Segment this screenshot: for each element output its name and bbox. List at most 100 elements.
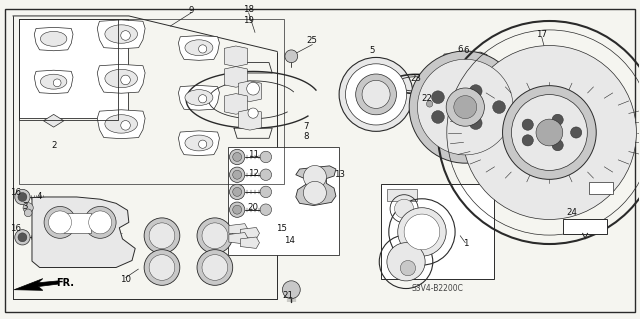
- Circle shape: [469, 85, 482, 98]
- Text: 20: 20: [248, 203, 259, 212]
- Polygon shape: [229, 233, 248, 244]
- Circle shape: [404, 214, 440, 250]
- Circle shape: [417, 59, 513, 155]
- Circle shape: [44, 206, 76, 238]
- Circle shape: [356, 74, 396, 115]
- Polygon shape: [239, 81, 261, 101]
- Text: FR.: FR.: [56, 278, 74, 288]
- Circle shape: [230, 184, 245, 200]
- Bar: [19, 19, 127, 118]
- Bar: [19, 19, 118, 120]
- Circle shape: [446, 88, 484, 126]
- Polygon shape: [97, 20, 145, 49]
- Circle shape: [121, 31, 131, 40]
- Bar: [589, 182, 613, 195]
- Circle shape: [198, 45, 207, 53]
- Circle shape: [230, 167, 245, 182]
- Circle shape: [121, 121, 131, 130]
- Circle shape: [233, 188, 242, 197]
- Bar: [228, 147, 339, 255]
- Text: 6: 6: [458, 45, 463, 55]
- Circle shape: [536, 119, 563, 146]
- Circle shape: [260, 151, 271, 163]
- Text: 16: 16: [10, 188, 21, 197]
- Text: 8: 8: [303, 132, 308, 141]
- Circle shape: [260, 204, 271, 215]
- Text: 4: 4: [37, 191, 42, 201]
- Circle shape: [502, 86, 596, 179]
- Circle shape: [493, 101, 506, 114]
- Circle shape: [552, 140, 563, 151]
- Circle shape: [303, 182, 326, 204]
- Circle shape: [431, 111, 444, 123]
- Circle shape: [202, 223, 228, 249]
- Circle shape: [260, 186, 271, 198]
- Text: 11: 11: [248, 150, 259, 159]
- Ellipse shape: [40, 74, 67, 89]
- Circle shape: [230, 202, 245, 217]
- Polygon shape: [97, 64, 145, 93]
- Circle shape: [230, 149, 245, 165]
- Circle shape: [202, 255, 228, 280]
- Bar: [563, 219, 607, 234]
- Circle shape: [522, 119, 533, 130]
- Polygon shape: [241, 227, 259, 239]
- Text: 5: 5: [369, 46, 375, 56]
- Circle shape: [303, 166, 326, 189]
- Text: 10: 10: [120, 275, 131, 284]
- Bar: [387, 189, 417, 201]
- Text: 25: 25: [307, 36, 318, 45]
- Ellipse shape: [40, 31, 67, 46]
- Text: 14: 14: [284, 236, 295, 245]
- Text: 9: 9: [189, 6, 194, 15]
- Text: 3: 3: [23, 202, 28, 211]
- Circle shape: [463, 46, 636, 219]
- Circle shape: [423, 98, 436, 110]
- Text: 16: 16: [10, 224, 21, 233]
- Polygon shape: [440, 52, 487, 100]
- Text: 22: 22: [422, 94, 433, 103]
- Circle shape: [53, 79, 61, 87]
- Text: 12: 12: [248, 169, 259, 178]
- Polygon shape: [35, 70, 73, 93]
- Text: 6: 6: [464, 46, 469, 56]
- Ellipse shape: [105, 115, 138, 133]
- Circle shape: [431, 91, 444, 104]
- Circle shape: [233, 170, 242, 179]
- Circle shape: [198, 95, 207, 103]
- Polygon shape: [296, 166, 336, 205]
- Circle shape: [282, 281, 300, 299]
- Circle shape: [387, 243, 425, 281]
- Circle shape: [149, 255, 175, 280]
- Circle shape: [233, 205, 242, 214]
- Polygon shape: [97, 110, 145, 139]
- Ellipse shape: [185, 90, 213, 106]
- Polygon shape: [179, 131, 220, 156]
- Circle shape: [197, 250, 233, 285]
- Circle shape: [15, 230, 30, 245]
- Polygon shape: [44, 115, 64, 127]
- Polygon shape: [14, 278, 59, 290]
- Circle shape: [454, 96, 477, 119]
- Bar: [13, 16, 277, 299]
- Circle shape: [552, 114, 563, 125]
- Polygon shape: [179, 85, 220, 110]
- Polygon shape: [32, 197, 135, 268]
- Circle shape: [397, 208, 446, 256]
- Text: 15: 15: [276, 224, 287, 233]
- Circle shape: [23, 203, 33, 213]
- Circle shape: [400, 261, 415, 276]
- Text: 17: 17: [536, 30, 547, 39]
- Polygon shape: [229, 224, 248, 235]
- Circle shape: [24, 209, 32, 217]
- Bar: [381, 184, 494, 279]
- Text: 24: 24: [566, 208, 577, 217]
- Polygon shape: [179, 35, 220, 60]
- Text: 7: 7: [303, 122, 308, 131]
- Text: 1: 1: [463, 239, 468, 248]
- Text: 18: 18: [243, 5, 254, 14]
- Polygon shape: [35, 27, 73, 51]
- Bar: [19, 19, 284, 184]
- Circle shape: [285, 50, 298, 63]
- Circle shape: [198, 140, 207, 148]
